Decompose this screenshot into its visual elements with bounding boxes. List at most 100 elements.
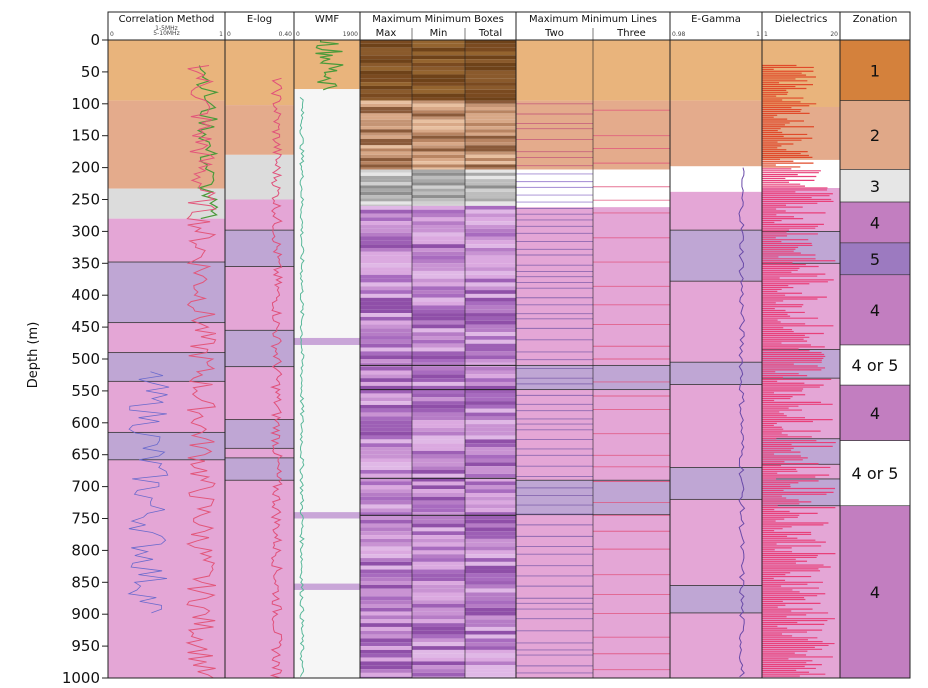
- box-tex-purple: [465, 676, 516, 678]
- box-tex-purple: [412, 359, 465, 363]
- box-tex-tan: [465, 106, 516, 111]
- box-tex-purple: [465, 546, 516, 551]
- box-tex-purple: [412, 290, 465, 294]
- box-tex-purple: [465, 500, 516, 505]
- box-tex-purple: [465, 213, 516, 218]
- box-tex-brown: [412, 62, 465, 67]
- box-tex-brown: [465, 59, 516, 63]
- y-tick-label: 350: [71, 254, 100, 272]
- zone-label-5: 4: [870, 301, 880, 320]
- box-tex-purple: [465, 512, 516, 516]
- box-tex-purple: [465, 424, 516, 428]
- box-tex-purple: [360, 247, 412, 252]
- box-tex-purple: [465, 550, 516, 555]
- box-tex-purple: [412, 362, 465, 367]
- box-tex-tan: [360, 164, 412, 168]
- box-tex-brown: [412, 70, 465, 75]
- box-tex-purple: [360, 366, 412, 371]
- box-tex-purple: [360, 538, 412, 543]
- box-tex-purple: [412, 592, 465, 597]
- box-tex-purple: [412, 278, 465, 283]
- box-tex-purple: [360, 603, 412, 608]
- subtrack-title-2: Total: [478, 28, 502, 39]
- track-borders: [107, 11, 911, 679]
- box-tex-purple: [412, 569, 465, 574]
- box-tex-purple: [465, 240, 516, 245]
- box-tex-purple: [412, 247, 465, 252]
- track-legend-1: 5-10MHz: [153, 30, 179, 37]
- box-tex-purple: [465, 305, 516, 310]
- box-tex-purple: [412, 657, 465, 662]
- box-tex-purple: [465, 274, 516, 279]
- box-tex-grey: [412, 188, 465, 192]
- box-tex-purple: [360, 267, 412, 271]
- box-tex-brown: [465, 89, 516, 94]
- y-tick-label: 700: [71, 478, 100, 496]
- box-tex-purple: [412, 447, 465, 451]
- box-tex-purple: [412, 267, 465, 271]
- box-tex-purple: [360, 607, 412, 612]
- box-tex-purple: [412, 347, 465, 352]
- box-tex-purple: [360, 584, 412, 589]
- box-tex-purple: [412, 508, 465, 513]
- box-tex-grey: [465, 191, 516, 196]
- box-tex-purple: [465, 297, 516, 302]
- box-tex-brown: [412, 59, 465, 63]
- box-tex-purple: [412, 259, 465, 264]
- box-tex-purple: [465, 427, 516, 432]
- box-tex-purple: [412, 676, 465, 678]
- box-tex-tan: [412, 132, 465, 136]
- box-tex-purple: [465, 209, 516, 214]
- box-tex-tan: [412, 145, 465, 149]
- zone-4: [839, 242, 911, 276]
- box-tex-purple: [412, 504, 465, 509]
- box-tex-purple: [360, 427, 412, 432]
- box-tex-brown: [465, 78, 516, 83]
- box-tex-purple: [360, 485, 412, 490]
- box-tex-purple: [465, 496, 516, 501]
- box-tex-grey: [360, 175, 412, 180]
- box-tex-purple: [412, 596, 465, 601]
- box-tex-tan: [412, 122, 465, 127]
- y-tick-label: 800: [71, 541, 100, 559]
- box-tex-purple: [465, 558, 516, 562]
- box-tex-brown: [465, 74, 516, 79]
- box-tex-purple: [412, 408, 465, 413]
- box-tex-purple: [360, 630, 412, 635]
- box-tex-brown: [360, 40, 412, 44]
- box-tex-purple: [360, 274, 412, 279]
- box-tex-tan: [412, 106, 465, 111]
- curve-corr-green: [195, 65, 220, 220]
- box-tex-purple: [412, 646, 465, 650]
- box-tex-purple: [412, 538, 465, 543]
- box-tex-purple: [465, 462, 516, 467]
- band-lines-two-white: [516, 169, 593, 208]
- box-tex-purple: [465, 270, 516, 275]
- box-tex-purple: [412, 393, 465, 398]
- box-tex-purple: [360, 389, 412, 394]
- box-tex-purple: [465, 263, 516, 268]
- zone-7: [839, 384, 911, 441]
- band-elog-lav-0: [224, 229, 295, 267]
- box-tex-grey: [465, 172, 516, 176]
- box-tex-grey: [360, 201, 412, 205]
- box-tex-purple: [360, 508, 412, 513]
- box-tex-purple: [412, 355, 465, 359]
- box-tex-purple: [360, 527, 412, 532]
- box-tex-grey: [465, 185, 516, 189]
- box-tex-purple: [412, 527, 465, 532]
- box-tex-purple: [412, 263, 465, 268]
- box-tex-purple: [360, 638, 412, 643]
- box-tex-tan: [465, 135, 516, 139]
- box-tex-purple: [412, 240, 465, 245]
- box-tex-brown: [412, 74, 465, 79]
- box-tex-purple: [412, 370, 465, 375]
- box-tex-tan: [360, 161, 412, 165]
- box-tex-purple: [360, 416, 412, 421]
- box-tex-purple: [360, 623, 412, 627]
- box-tex-tan: [412, 119, 465, 123]
- box-tex-tan: [360, 148, 412, 152]
- band-wmf-lav-2: [294, 583, 360, 590]
- box-tex-tan: [465, 100, 516, 104]
- box-tex-purple: [412, 427, 465, 432]
